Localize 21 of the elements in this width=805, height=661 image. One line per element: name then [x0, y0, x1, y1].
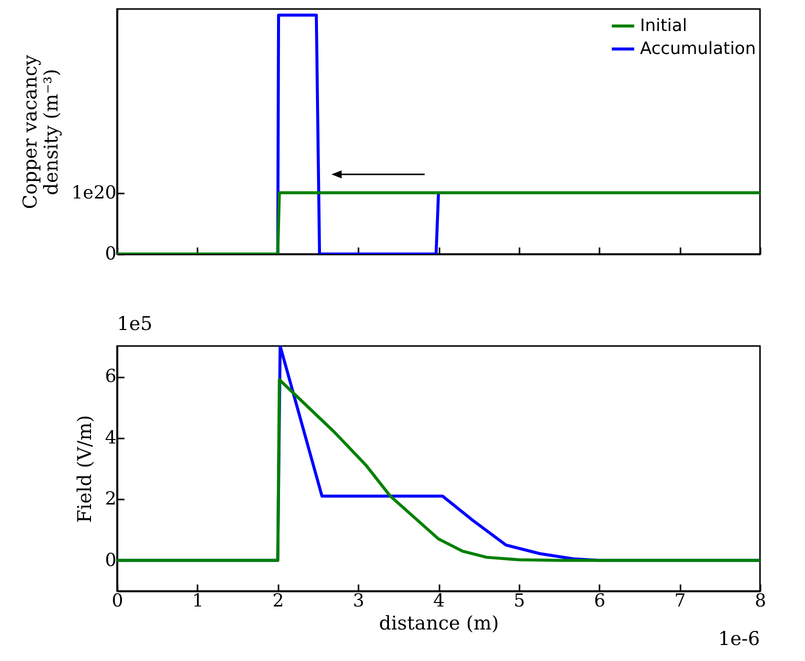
y-tick-label: 2 [105, 488, 116, 510]
legend-label: Initial [640, 16, 688, 36]
x-tick-label: 6 [594, 590, 606, 612]
y-tick-label: 1e20 [71, 182, 116, 204]
y-axis-title: Copper vacancy density (m⁻³) [19, 54, 62, 210]
y-tick-label: 4 [105, 427, 116, 448]
y-axis-title: Field (V/m) [74, 415, 96, 523]
x-tick-label: 4 [433, 590, 445, 612]
x-tick-label: 3 [352, 590, 364, 612]
x-tick-label: 8 [754, 590, 766, 612]
y-tick-label: 0 [105, 550, 116, 571]
y-tick-label: 6 [105, 366, 116, 388]
legend-label: Accumulation [640, 39, 756, 59]
text: 1e-6 [718, 628, 760, 650]
text: 1e5 [117, 313, 152, 335]
x-axis-title: distance (m) [379, 612, 499, 634]
y-tick-label: 0 [105, 244, 116, 264]
x-tick-label: 1 [192, 590, 204, 612]
x-tick-label: 5 [514, 590, 526, 612]
x-tick-label: 7 [674, 590, 686, 612]
x-tick-label: 2 [272, 590, 284, 612]
